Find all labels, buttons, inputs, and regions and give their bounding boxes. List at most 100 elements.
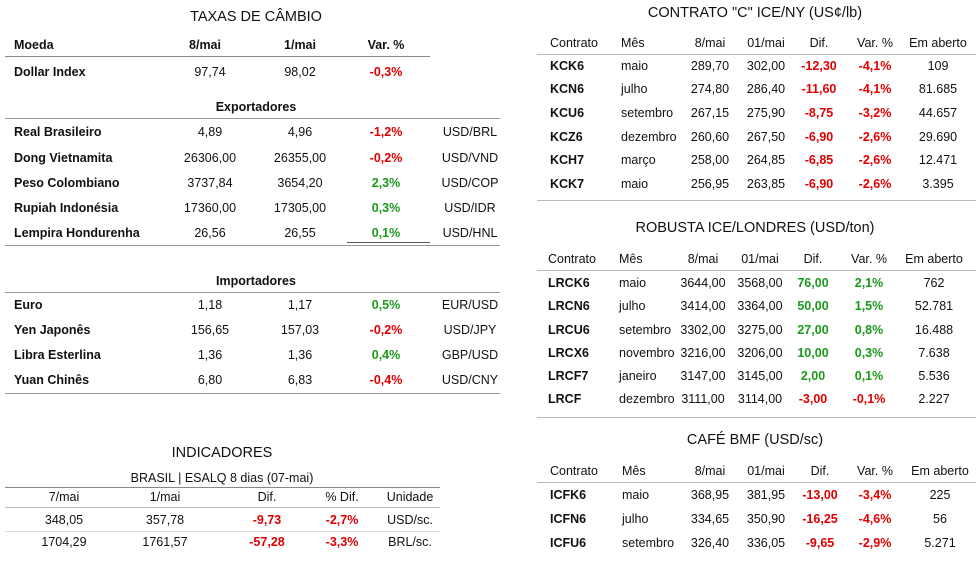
column-header: Mês: [621, 36, 645, 50]
cell: 44.657: [918, 106, 958, 120]
cell: 3.395: [922, 177, 954, 191]
table-title: TAXAS DE CÂMBIO: [190, 9, 322, 25]
cell: Yen Japonês: [14, 323, 91, 337]
cell: USD/JPY: [443, 323, 497, 337]
cell: 2,3%: [371, 176, 401, 190]
column-header: 1/mai: [284, 38, 316, 52]
cell: 26306,00: [183, 151, 237, 165]
cell: maio: [621, 59, 649, 73]
rule: [5, 531, 440, 532]
cell: 2,1%: [854, 276, 884, 290]
column-header: Dif.: [803, 252, 823, 266]
table-title: CONTRATO "C" ICE/NY (US¢/lb): [647, 5, 863, 21]
table-title: ROBUSTA ICE/LONDRES (USD/ton): [635, 220, 875, 236]
cell: -3,4%: [858, 488, 892, 502]
cell: 289,70: [690, 59, 730, 73]
cell: julho: [619, 299, 646, 313]
column-header: Em aberto: [909, 36, 967, 50]
cell: Yuan Chinês: [14, 373, 90, 387]
column-header: Var. %: [857, 36, 893, 50]
section-title: Importadores: [216, 274, 296, 288]
column-header: Var. %: [851, 252, 887, 266]
cell: 5.271: [924, 536, 956, 550]
cell: julho: [621, 82, 648, 96]
cell: 26,56: [194, 226, 226, 240]
cell: setembro: [622, 536, 675, 550]
cell: -1,2%: [369, 125, 403, 139]
cell: dezembro: [621, 130, 677, 144]
cell: 81.685: [918, 82, 958, 96]
column-header: 1/mai: [149, 490, 181, 504]
cell: KCU6: [550, 106, 585, 120]
cell: 326,40: [690, 536, 730, 550]
cell: 3414,00: [680, 299, 726, 313]
rule: [537, 54, 976, 55]
column-header: Unidade: [386, 490, 434, 504]
column-header: 01/mai: [741, 252, 779, 266]
rule: [537, 270, 976, 271]
cell: Euro: [14, 298, 43, 312]
cell: 368,95: [690, 488, 730, 502]
cell: 2.227: [918, 392, 950, 406]
cell: setembro: [619, 323, 672, 337]
cell: 267,15: [690, 106, 730, 120]
cell: Peso Colombiano: [14, 176, 120, 190]
cell: 26355,00: [273, 151, 327, 165]
column-header: % Dif.: [325, 490, 359, 504]
cell: 258,00: [690, 153, 730, 167]
cell: 1,36: [197, 348, 223, 362]
rule: [537, 200, 976, 201]
cell: 0,8%: [854, 323, 884, 337]
cell: 17305,00: [273, 201, 327, 215]
cell: -8,75: [804, 106, 834, 120]
cell: -2,6%: [858, 153, 892, 167]
cell: -9,73: [252, 513, 282, 527]
cell: Dollar Index: [14, 65, 86, 79]
cell: 3206,00: [737, 346, 783, 360]
cell: -3,2%: [858, 106, 892, 120]
cell: 97,74: [194, 65, 226, 79]
cell: julho: [622, 512, 649, 526]
column-header: Contrato: [548, 252, 596, 266]
cell: -12,30: [801, 59, 837, 73]
rule: [5, 292, 500, 293]
section-title: Exportadores: [215, 100, 297, 114]
cell: março: [621, 153, 656, 167]
cell: Real Brasileiro: [14, 125, 102, 139]
cell: 27,00: [797, 323, 829, 337]
cell: -3,3%: [325, 535, 359, 549]
cell: GBP/USD: [441, 348, 499, 362]
cell: -3,00: [798, 392, 828, 406]
cell: ICFU6: [550, 536, 587, 550]
cell: 1,17: [287, 298, 313, 312]
rule: [5, 487, 440, 488]
column-header: 8/mai: [189, 38, 221, 52]
rule: [537, 417, 976, 418]
cell: 4,96: [287, 125, 313, 139]
cell: 3644,00: [680, 276, 726, 290]
column-header: Var. %: [857, 464, 893, 478]
cell: 0,4%: [371, 348, 401, 362]
cell: 0,1%: [371, 226, 401, 240]
cell: maio: [621, 177, 649, 191]
cell: 260,60: [690, 130, 730, 144]
cell: -0,4%: [369, 373, 403, 387]
cell: LRCX6: [548, 346, 589, 360]
cell: -4,1%: [858, 59, 892, 73]
cell: maio: [619, 276, 647, 290]
cell: 3111,00: [681, 392, 725, 406]
cell: KCZ6: [550, 130, 583, 144]
column-header: 7/mai: [48, 490, 80, 504]
cell: USD/IDR: [444, 201, 496, 215]
cell: 0,1%: [854, 369, 884, 383]
cell: LRCN6: [548, 299, 590, 313]
column-header: Contrato: [550, 464, 598, 478]
cell: 7.638: [918, 346, 950, 360]
cell: 29.690: [918, 130, 958, 144]
cell: USD/HNL: [442, 226, 498, 240]
cell: 350,90: [746, 512, 786, 526]
cell: 3275,00: [737, 323, 783, 337]
cell: -0,3%: [369, 65, 403, 79]
cell: ICFN6: [550, 512, 587, 526]
